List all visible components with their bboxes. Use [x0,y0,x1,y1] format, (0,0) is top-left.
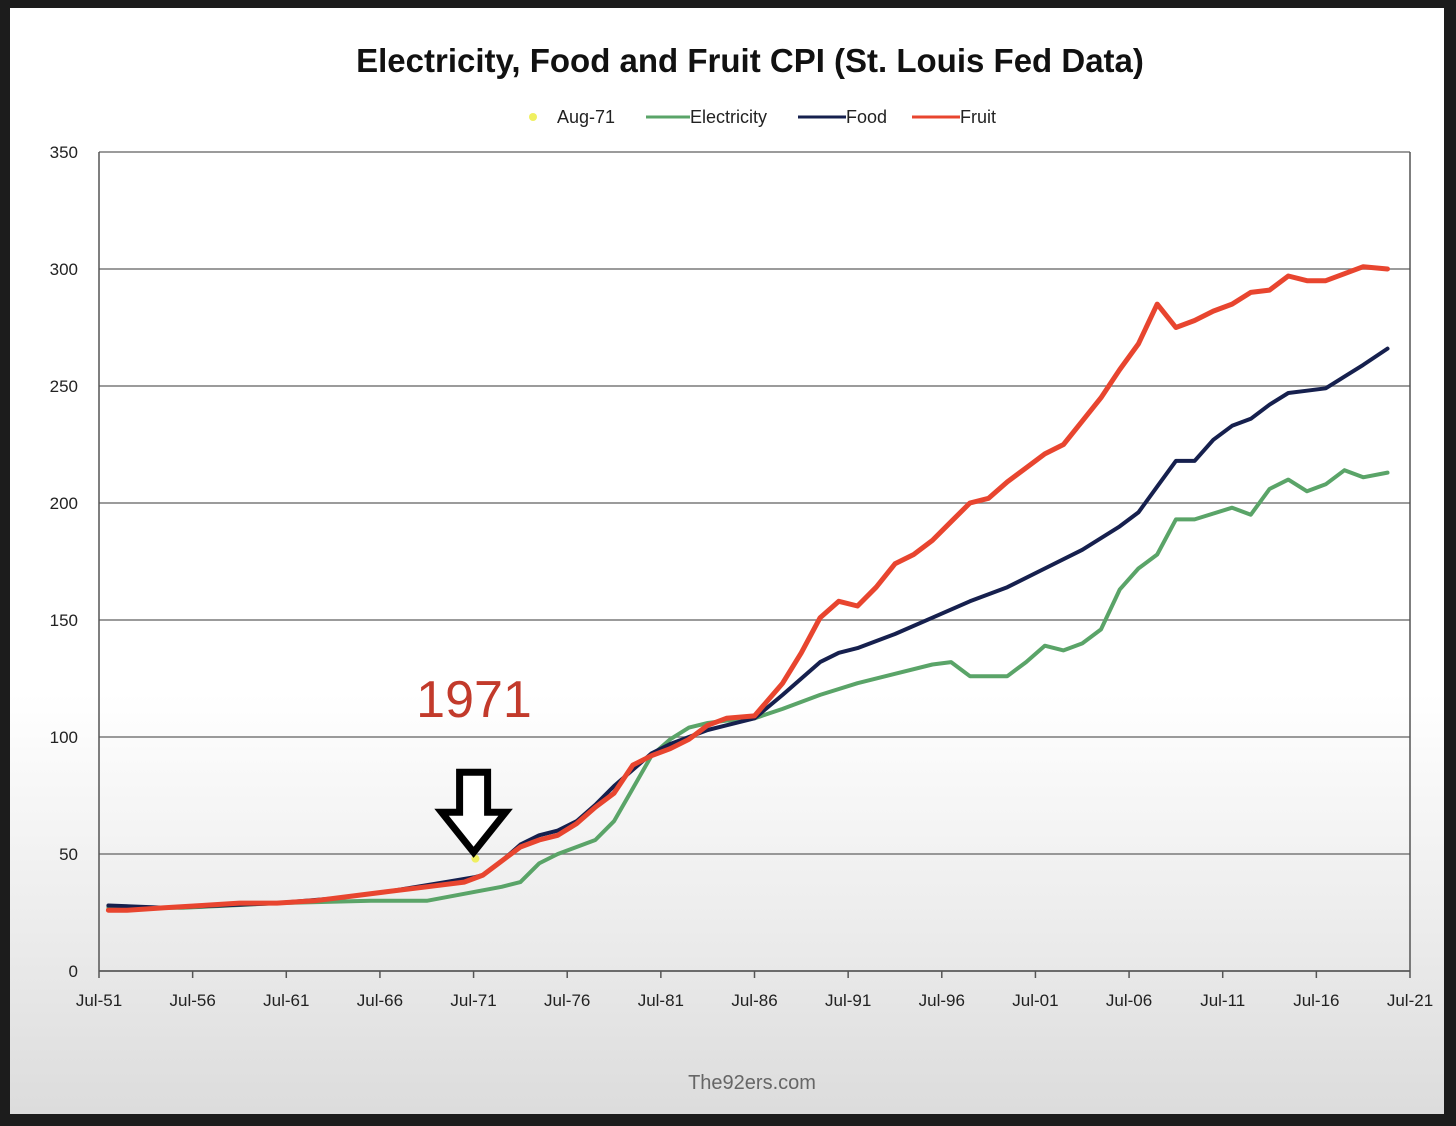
legend-label-aug-71: Aug-71 [557,107,615,127]
source-credit: The92ers.com [688,1072,816,1094]
gridlines: 0 50 100 150 200 250 300 350 [50,143,1410,981]
y-tick-label: 200 [50,494,78,513]
series-lines [105,264,1390,913]
y-tick-label: 0 [69,962,78,981]
down-arrow-icon [434,768,513,858]
y-tick-label: 250 [50,377,78,396]
x-tick-label: Jul-91 [825,991,871,1010]
legend-star-icon [529,113,537,121]
axes: Jul-51 Jul-56 Jul-61 Jul-66 Jul-71 Jul-76 Jul-… [76,152,1433,1010]
y-tick-label: 100 [50,728,78,747]
x-tick-label: Jul-56 [169,991,215,1010]
year-annotation: 1971 [416,671,532,729]
series-food-line [106,346,1390,910]
chart-title: Electricity, Food and Fruit CPI (St. Lou… [356,42,1144,79]
x-tick-label: Jul-66 [357,991,403,1010]
x-tick-label: Jul-61 [263,991,309,1010]
x-tick-label: Jul-96 [919,991,965,1010]
y-tick-label: 150 [50,611,78,630]
x-tick-label: Jul-81 [638,991,684,1010]
x-tick-label: Jul-76 [544,991,590,1010]
series-fruit-line [105,264,1390,913]
chart-legend: Aug-71 Electricity Food Fruit [529,107,996,127]
x-tick-label: Jul-21 [1387,991,1433,1010]
legend-label-fruit: Fruit [960,107,996,127]
y-tick-label: 300 [50,260,78,279]
x-tick-label: Jul-86 [731,991,777,1010]
x-tick-label: Jul-01 [1012,991,1058,1010]
chart-frame [10,8,1444,1114]
x-tick-label: Jul-71 [450,991,496,1010]
y-tick-label: 350 [50,143,78,162]
x-tick-label: Jul-06 [1106,991,1152,1010]
legend-label-food: Food [846,107,887,127]
x-tick-label: Jul-11 [1200,991,1245,1010]
series-electricity-line [106,468,1390,910]
x-tick-label: Jul-51 [76,991,122,1010]
legend-label-electricity: Electricity [690,107,767,127]
y-tick-label: 50 [59,845,78,864]
x-tick-label: Jul-16 [1293,991,1339,1010]
